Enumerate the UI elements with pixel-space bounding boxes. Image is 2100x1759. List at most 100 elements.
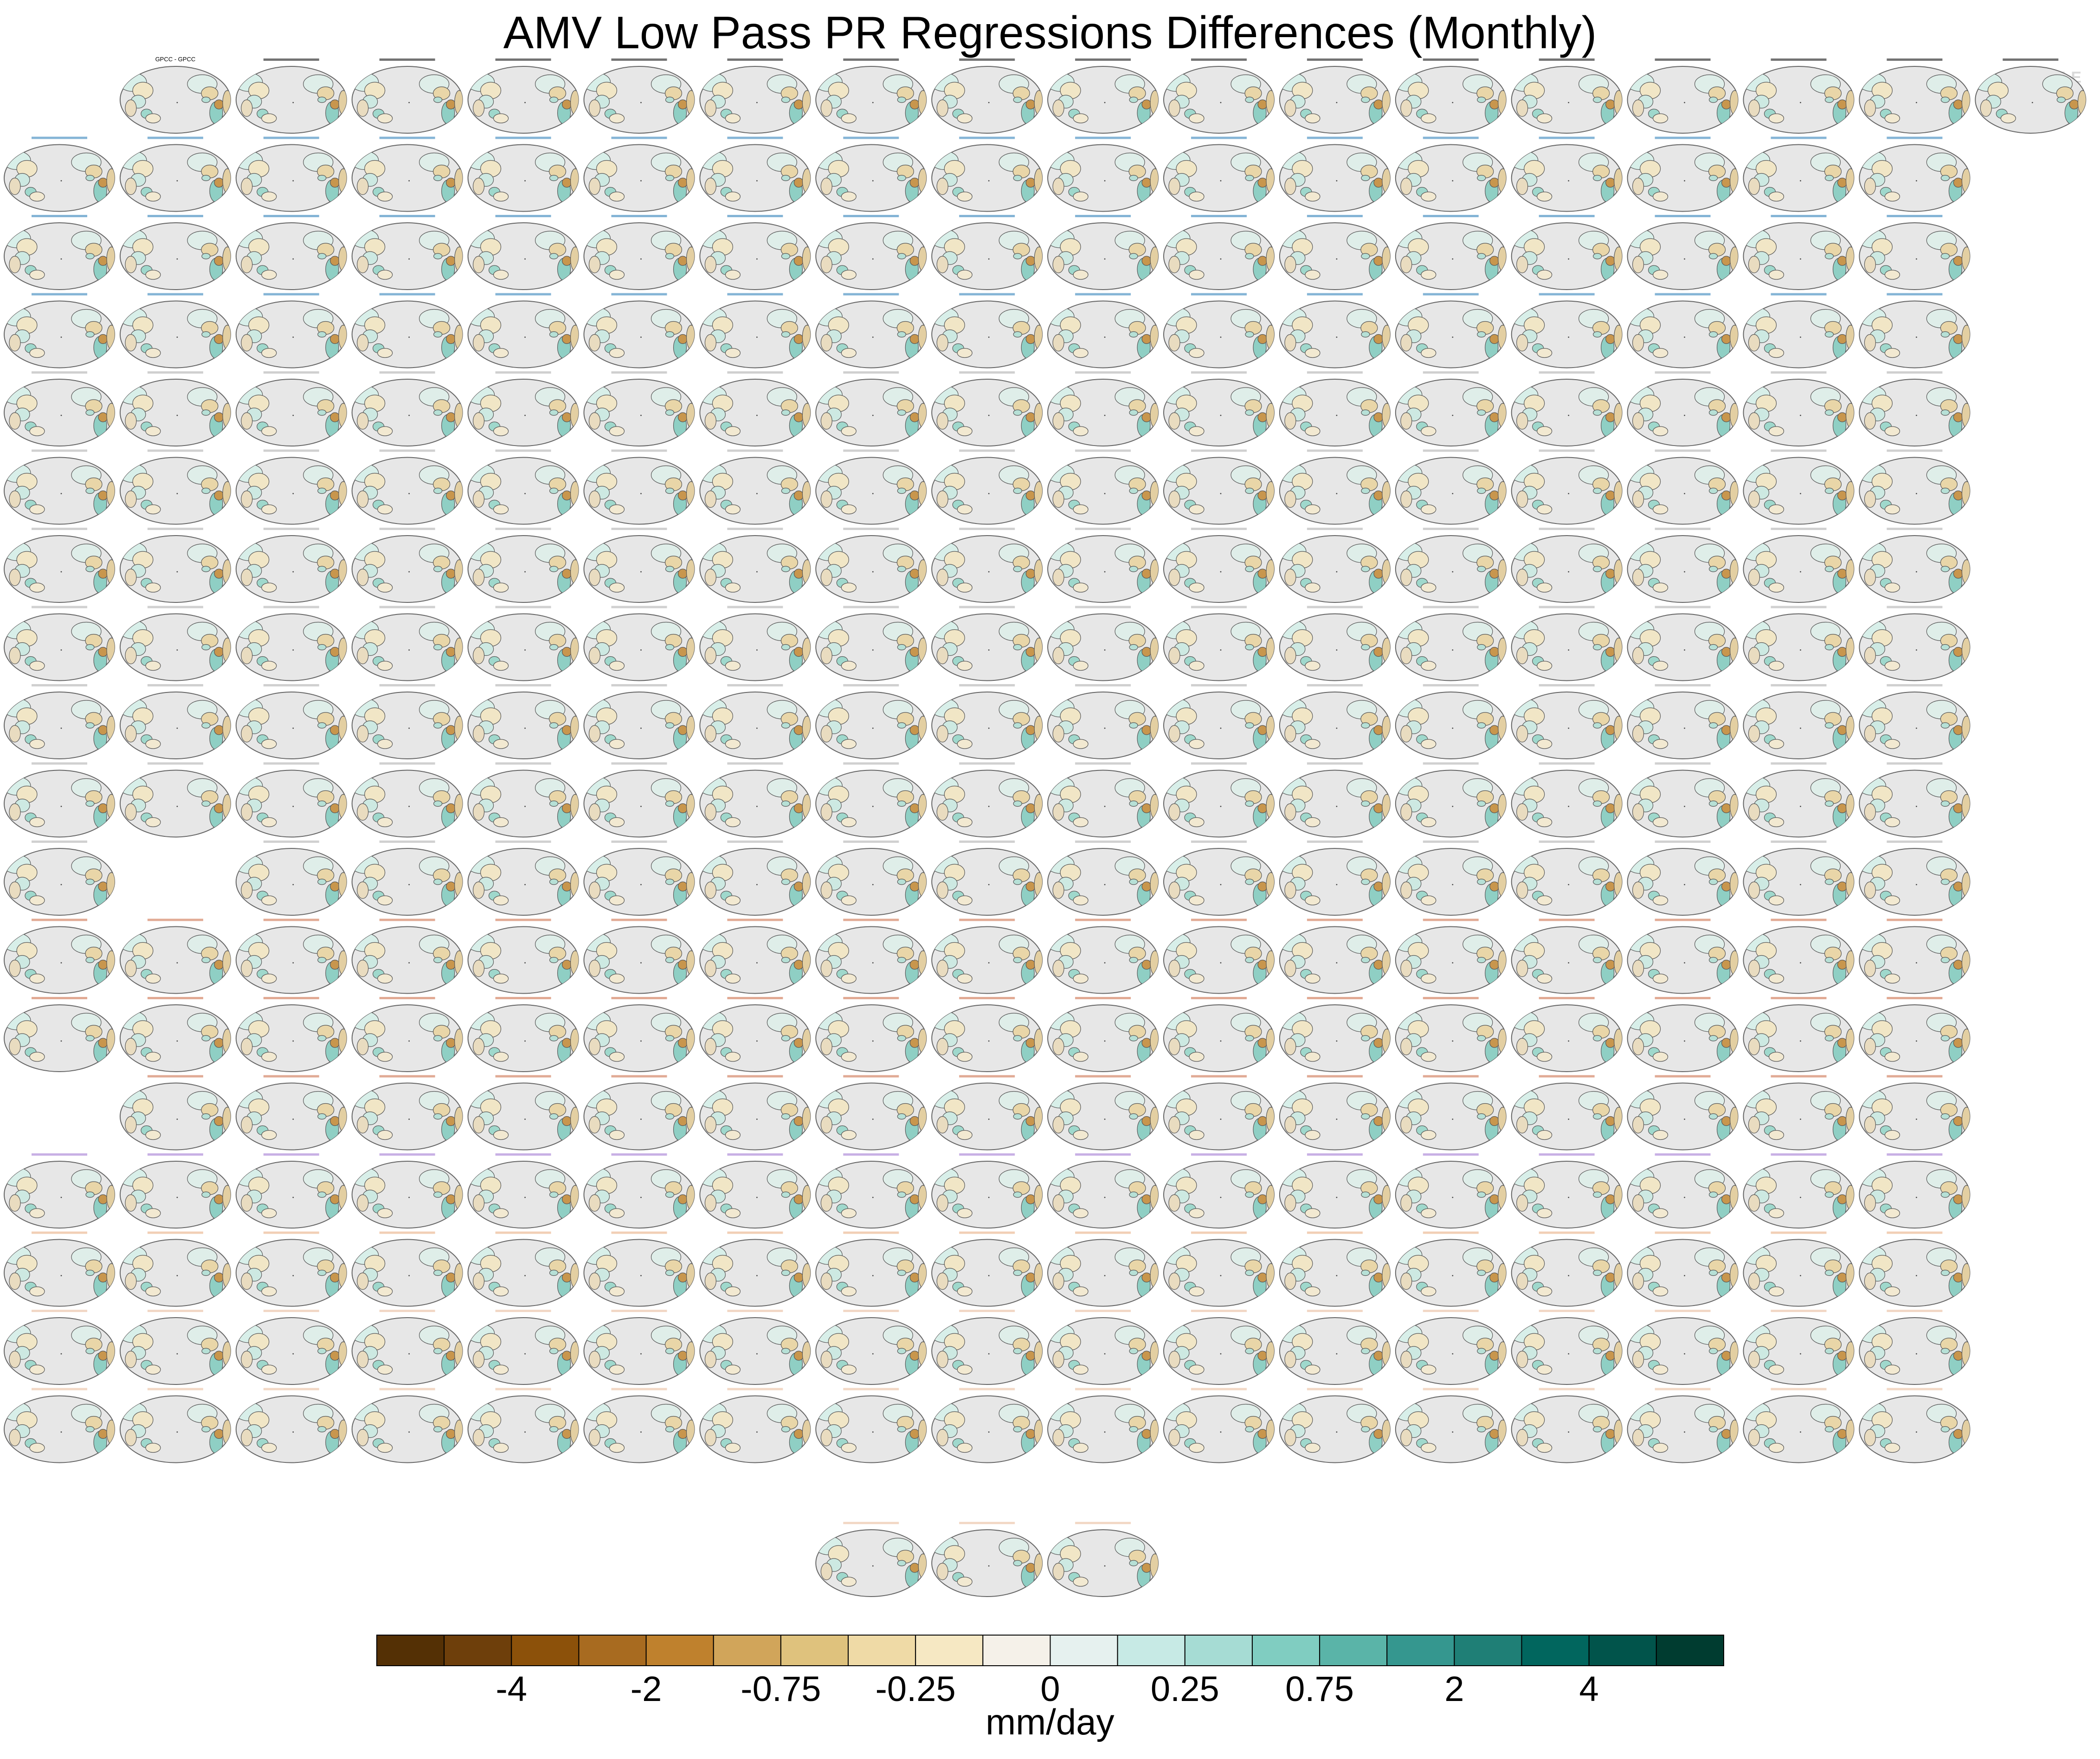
map-panel: [119, 449, 232, 524]
map-panel: [1394, 1310, 1507, 1384]
map-panel: [1278, 1153, 1391, 1228]
map-panel: [1858, 136, 1971, 212]
map-panel: [814, 841, 928, 915]
map-panel: [1278, 215, 1391, 290]
map-panel: [1046, 606, 1160, 681]
map-panel: [583, 293, 696, 368]
map-panel: [1394, 293, 1507, 368]
map-panel: [1162, 136, 1275, 212]
map-panel: [1278, 841, 1391, 915]
map-panel: [583, 371, 696, 446]
map-panel: [235, 1231, 348, 1306]
map-panel: [930, 1153, 1044, 1228]
map-panel: [1278, 136, 1391, 212]
map-panel: [1046, 918, 1160, 994]
map-panel: [1162, 918, 1275, 994]
map-panel: [1510, 841, 1623, 915]
map-panel: [1626, 1388, 1739, 1463]
map-panel: [930, 449, 1044, 524]
map-panel: [583, 997, 696, 1072]
map-panel: [467, 449, 580, 524]
map-panel: [1046, 58, 1160, 133]
map-panel: [1162, 1231, 1275, 1306]
map-panel: [1858, 449, 1971, 524]
map-panel: [1858, 371, 1971, 446]
map-panel: [1510, 997, 1623, 1072]
map-panel: [3, 841, 116, 915]
map-panel: [1858, 58, 1971, 133]
map-panel: [698, 1231, 812, 1306]
map-panel: [3, 997, 116, 1072]
map-panel: [814, 997, 928, 1072]
map-panel: [1742, 215, 1855, 290]
map-panel: [1626, 371, 1739, 446]
map-panel: [235, 528, 348, 602]
map-panel: [930, 1310, 1044, 1384]
map-panel: [583, 1310, 696, 1384]
map-panel: [1510, 215, 1623, 290]
map-panel: [351, 58, 464, 133]
map-panel: [351, 1231, 464, 1306]
map-panel: [1626, 528, 1739, 602]
map-panel: [1162, 215, 1275, 290]
map-panel: [3, 918, 116, 994]
map-panel: [3, 293, 116, 368]
map-panel: [698, 606, 812, 681]
map-panel: [930, 293, 1044, 368]
map-panel: [1626, 684, 1739, 759]
map-panel: [1858, 1075, 1971, 1150]
map-panel: [1278, 1231, 1391, 1306]
map-panel: [814, 58, 928, 133]
map-panel: [930, 528, 1044, 602]
map-panel: [3, 1153, 116, 1228]
map-panel: [1510, 58, 1623, 133]
map-panel: [698, 136, 812, 212]
map-panel: [1046, 293, 1160, 368]
map-panel: [583, 918, 696, 994]
map-panel: [1510, 136, 1623, 212]
map-panel: [1742, 841, 1855, 915]
map-panel: [1510, 684, 1623, 759]
map-panel: [467, 371, 580, 446]
map-panel: [1510, 918, 1623, 994]
map-panel: [1162, 1075, 1275, 1150]
map-panel: [1046, 528, 1160, 602]
map-panel: [698, 215, 812, 290]
map-panel: [1278, 606, 1391, 681]
map-panel: [1626, 997, 1739, 1072]
map-panel: [351, 1153, 464, 1228]
map-panel: [467, 1388, 580, 1463]
map-panel: [1742, 762, 1855, 837]
map-panel: [3, 1231, 116, 1306]
map-panel: [1858, 918, 1971, 994]
map-panel: [1046, 1310, 1160, 1384]
map-panel: [1742, 997, 1855, 1072]
map-panel: [1162, 684, 1275, 759]
map-panel: [467, 215, 580, 290]
map-panel: [235, 684, 348, 759]
map-panel: [583, 841, 696, 915]
map-panel: [1162, 449, 1275, 524]
map-panel: [119, 606, 232, 681]
map-panel: [1742, 606, 1855, 681]
map-panel: [930, 606, 1044, 681]
map-panel: [1394, 841, 1507, 915]
map-panel: [119, 1388, 232, 1463]
map-panel: [1742, 1310, 1855, 1384]
map-panel: [1278, 1388, 1391, 1463]
map-panel: [467, 684, 580, 759]
map-panel: [1394, 136, 1507, 212]
map-panel: [1858, 1388, 1971, 1463]
map-panel: [698, 918, 812, 994]
map-panel: [1046, 215, 1160, 290]
map-panel: [119, 1075, 232, 1150]
map-panel: [235, 1075, 348, 1150]
map-panel: [3, 528, 116, 602]
map-panel: [3, 371, 116, 446]
map-panel: [698, 371, 812, 446]
map-panel: [3, 1388, 116, 1463]
map-panel: [119, 1231, 232, 1306]
chart-title: AMV Low Pass PR Regressions Differences …: [503, 7, 1597, 58]
map-panel: [698, 1388, 812, 1463]
map-panel: [351, 606, 464, 681]
